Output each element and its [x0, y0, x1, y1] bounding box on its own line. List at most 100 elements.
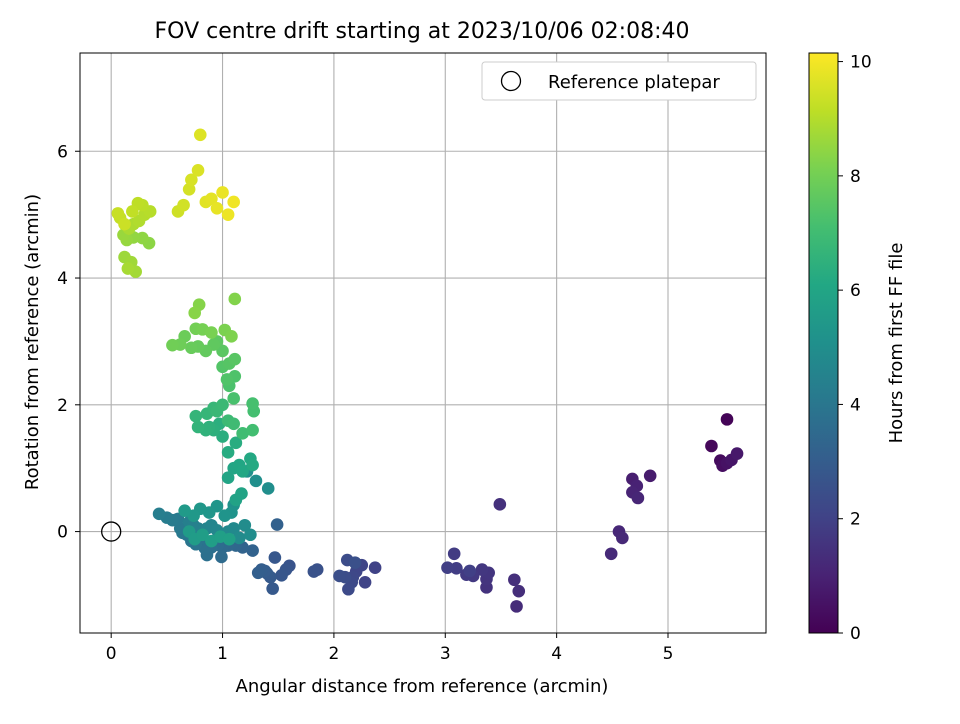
data-point — [227, 392, 240, 405]
plot-frame — [79, 52, 767, 634]
x-tick-label: 5 — [663, 644, 674, 664]
legend: Reference platepar — [481, 61, 757, 101]
data-point — [246, 544, 259, 557]
y-tick-label: 4 — [57, 269, 68, 289]
data-point — [166, 338, 179, 352]
data-point — [221, 446, 235, 459]
data-point — [512, 584, 526, 598]
y-tick-label: 0 — [57, 523, 68, 543]
data-point — [229, 436, 243, 450]
y-tick-label: 6 — [57, 142, 68, 162]
data-point — [216, 186, 229, 199]
plot-area: 0 1 2 3 4 5 0 2 4 6 — [57, 52, 767, 664]
x-tick-label: 1 — [217, 644, 228, 664]
x-tick-label: 0 — [106, 644, 117, 664]
data-point — [236, 465, 249, 478]
data-point — [463, 564, 477, 578]
data-point — [720, 413, 734, 426]
data-point — [215, 550, 228, 564]
data-point — [227, 522, 240, 535]
y-tick-label: 2 — [57, 396, 68, 416]
legend-marker-reference — [500, 70, 522, 92]
colorbar-tick-label: 10 — [850, 53, 872, 73]
colorbar-tick-label: 6 — [850, 281, 861, 301]
data-point — [191, 420, 205, 434]
data-point — [275, 569, 288, 582]
chart-title: FOV centre drift starting at 2023/10/06 … — [155, 19, 690, 44]
data-point — [227, 195, 240, 209]
data-point — [221, 471, 235, 484]
data-point — [235, 487, 248, 500]
data-point — [225, 330, 238, 343]
data-point — [185, 173, 198, 187]
reference-platepar-marker — [101, 521, 122, 542]
data-point — [177, 198, 190, 212]
data-point — [216, 398, 229, 412]
data-point — [493, 498, 507, 511]
data-point — [126, 205, 139, 218]
data-point — [358, 575, 372, 589]
data-point — [447, 547, 461, 561]
data-point — [228, 292, 242, 306]
data-point — [189, 409, 203, 423]
data-point — [246, 397, 259, 410]
data-point — [246, 423, 259, 437]
colorbar-ticks: 0 2 4 6 8 10 — [838, 53, 872, 644]
data-point — [348, 556, 362, 569]
data-point — [193, 128, 207, 142]
data-point — [216, 344, 229, 358]
colorbar-tick-label: 0 — [850, 624, 861, 644]
data-point — [205, 326, 218, 339]
data-point — [616, 531, 629, 545]
data-point — [121, 262, 135, 275]
data-point — [216, 430, 229, 443]
data-point — [218, 509, 232, 523]
data-point — [342, 582, 355, 596]
x-tick-label: 4 — [551, 644, 562, 664]
data-point — [222, 532, 236, 546]
colorbar-tick-label: 8 — [850, 167, 861, 187]
legend-box — [481, 61, 757, 101]
colorbar-tick-label: 2 — [850, 510, 861, 530]
x-axis-label: Angular distance from reference (arcmin) — [236, 676, 609, 697]
data-point — [182, 182, 196, 196]
data-point — [152, 507, 166, 521]
data-point — [333, 569, 346, 583]
data-point — [220, 373, 234, 386]
data-point — [307, 565, 321, 578]
data-point — [236, 427, 249, 440]
data-point — [261, 482, 275, 495]
data-point — [205, 192, 218, 206]
data-point — [266, 582, 279, 595]
colorbar-gradient — [808, 52, 839, 634]
data-point — [249, 474, 263, 488]
data-point — [508, 573, 521, 587]
data-point — [196, 528, 209, 542]
data-point — [441, 561, 454, 575]
data-point — [268, 551, 282, 564]
data-point — [631, 491, 645, 505]
data-point — [251, 566, 265, 580]
data-point — [244, 528, 257, 542]
colorbar-tick-label: 4 — [850, 395, 861, 415]
data-point — [111, 207, 125, 220]
data-point — [178, 504, 191, 517]
data-point — [221, 208, 235, 221]
data-point — [270, 518, 284, 531]
data-point — [210, 202, 224, 215]
data-point — [118, 217, 131, 231]
data-point — [238, 518, 252, 532]
colorbar: 0 2 4 6 8 10 Hours from first FF file — [808, 52, 907, 644]
legend-label-reference: Reference platepar — [548, 72, 720, 93]
data-point — [643, 469, 657, 483]
data-point — [228, 352, 242, 366]
y-axis-label: Rotation from reference (arcmin) — [22, 194, 43, 490]
data-point — [246, 458, 259, 472]
data-point — [368, 561, 382, 575]
data-point — [188, 306, 202, 320]
data-point — [705, 439, 718, 453]
data-point — [227, 417, 240, 431]
data-point — [185, 341, 198, 355]
data-point — [604, 547, 618, 561]
